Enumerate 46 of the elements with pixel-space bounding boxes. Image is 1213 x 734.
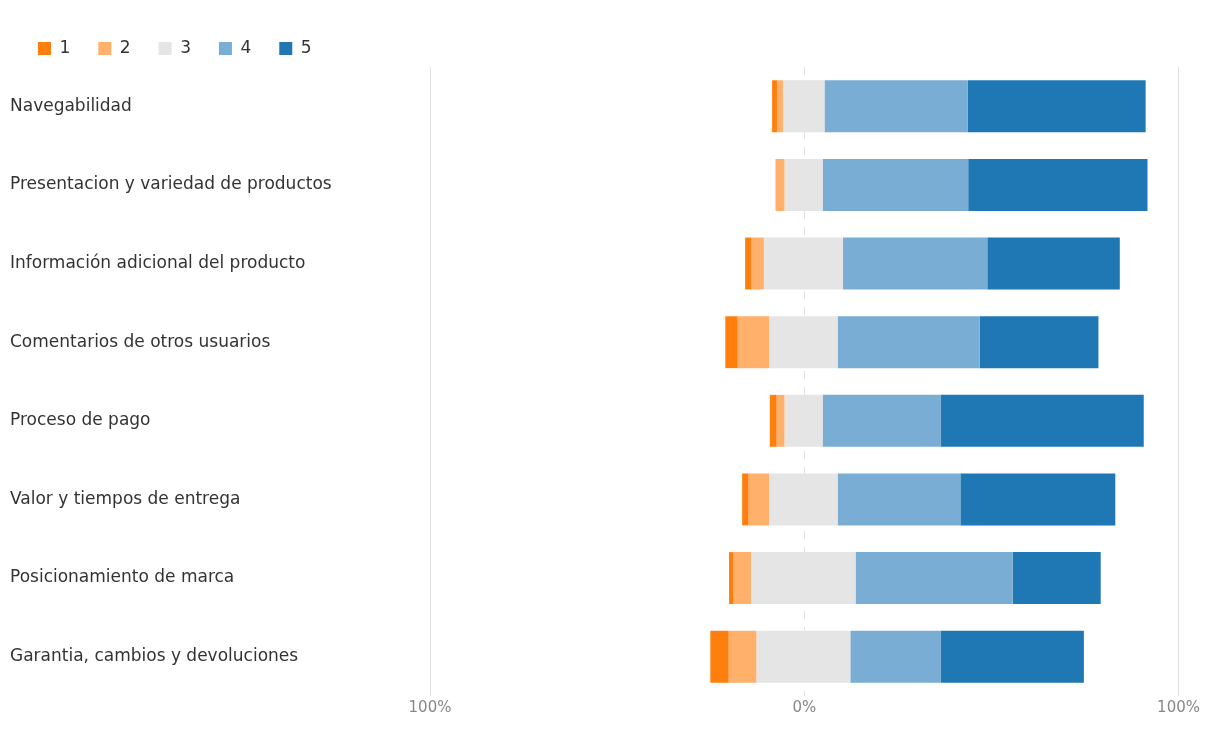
bar: [940, 630, 1084, 683]
bar: [710, 630, 729, 683]
bar: [737, 316, 770, 369]
y-tick-label: Garantia, cambios y devoluciones: [10, 645, 299, 666]
y-tick-label: Navegabilidad: [10, 94, 132, 115]
y-tick-label: Información adicional del producto: [10, 251, 306, 272]
bar: [850, 630, 941, 683]
bar: [824, 80, 968, 133]
y-tick-label: Proceso de pago: [10, 409, 151, 430]
bar: [940, 394, 1144, 447]
bar: [748, 473, 770, 526]
bar: [822, 394, 941, 447]
y-tick-label: Valor y tiempos de entrega: [10, 487, 241, 508]
bar: [775, 158, 785, 211]
bar: [733, 552, 752, 605]
x-tick-label: 100%: [1157, 697, 1200, 716]
bar: [776, 80, 783, 133]
bar: [967, 80, 1146, 133]
bar: [822, 158, 969, 211]
bar: [837, 316, 980, 369]
bar: [979, 316, 1099, 369]
bar: [725, 316, 738, 369]
y-tick-label: Presentacion y variedad de productos: [10, 173, 332, 194]
legend-label: 3: [180, 36, 191, 57]
bar: [772, 80, 777, 133]
bar: [745, 237, 752, 290]
legend-label: 5: [300, 36, 312, 57]
y-tick-label: Posicionamiento de marca: [10, 566, 235, 587]
bar: [728, 630, 757, 683]
bar: [987, 237, 1120, 290]
x-tick-label: 0%: [792, 697, 817, 716]
legend-label: 4: [240, 36, 252, 57]
bar: [968, 158, 1148, 211]
bar: [742, 473, 749, 526]
y-tick-label: Comentarios de otros usuarios: [10, 330, 271, 351]
bar: [855, 552, 1013, 605]
x-tick-label: 100%: [408, 697, 452, 716]
bar: [1012, 552, 1101, 605]
bar: [751, 237, 764, 290]
legend-label: 2: [119, 36, 131, 57]
bar: [769, 394, 777, 447]
bar: [837, 473, 961, 526]
legend-label: 1: [59, 36, 71, 57]
bar: [729, 552, 734, 605]
bar: [960, 473, 1116, 526]
bar: [842, 237, 988, 290]
